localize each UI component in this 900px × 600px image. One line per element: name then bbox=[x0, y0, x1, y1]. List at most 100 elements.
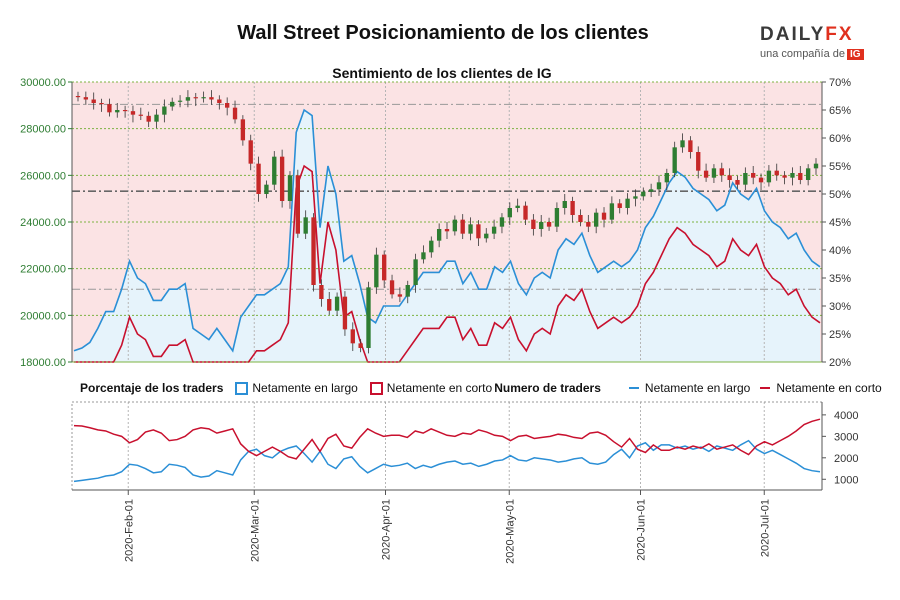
legend-long-line-icon bbox=[628, 387, 639, 389]
legend: Porcentaje de los traders Netamente en l… bbox=[80, 381, 882, 395]
candle-body bbox=[468, 224, 473, 234]
logo-brand-b: FX bbox=[825, 24, 854, 45]
candle-body bbox=[593, 212, 599, 227]
x-tick-label: 2020-Jul-01 bbox=[759, 499, 771, 557]
logo-brand-a: DAILY bbox=[760, 24, 826, 45]
candle-body bbox=[397, 294, 403, 297]
candle-body bbox=[382, 254, 387, 281]
candle-body bbox=[609, 203, 615, 220]
candle-body bbox=[185, 97, 191, 101]
legend-right-long: Netamente en largo bbox=[644, 381, 751, 395]
sub-right-tick-label: 3000 bbox=[834, 431, 858, 443]
x-tick-label: 2020-Apr-01 bbox=[381, 499, 393, 560]
candle-body bbox=[805, 168, 811, 180]
candle-body bbox=[641, 191, 646, 197]
sub-right-tick-label: 2000 bbox=[834, 453, 858, 465]
candle-body bbox=[452, 219, 458, 232]
right-tick-label: 55% bbox=[829, 161, 851, 173]
candle-body bbox=[99, 103, 104, 105]
candle-body bbox=[562, 201, 567, 208]
candle-body bbox=[287, 175, 293, 201]
legend-left-title: Porcentaje de los traders bbox=[80, 381, 224, 395]
right-tick-label: 65% bbox=[829, 105, 851, 117]
candle-body bbox=[83, 97, 89, 100]
legend-right-title: Numero de traders bbox=[494, 381, 601, 395]
candle-body bbox=[429, 240, 434, 253]
legend-left-short: Netamente en corto bbox=[386, 381, 493, 395]
right-tick-label: 35% bbox=[829, 273, 851, 285]
right-tick-label: 70% bbox=[829, 77, 851, 89]
sub-right-tick-label: 4000 bbox=[834, 410, 858, 422]
long-pct-line bbox=[73, 108, 821, 353]
candle-body bbox=[248, 140, 253, 164]
candle-body bbox=[688, 140, 693, 152]
legend-right-short: Netamente en corto bbox=[776, 381, 882, 395]
candle-body bbox=[201, 97, 206, 99]
candle-body bbox=[436, 229, 442, 241]
candle-body bbox=[507, 208, 512, 218]
candle-body bbox=[162, 106, 167, 115]
candle-body bbox=[539, 222, 544, 229]
candle-body bbox=[350, 329, 355, 344]
candle-body bbox=[224, 103, 230, 108]
candle-body bbox=[735, 180, 740, 185]
right-tick-label: 30% bbox=[829, 301, 851, 313]
candle-body bbox=[633, 196, 638, 199]
candle-body bbox=[444, 229, 450, 232]
long-area bbox=[74, 110, 820, 362]
candle-body bbox=[727, 175, 732, 180]
candle-body bbox=[460, 219, 465, 234]
x-tick-label: 2020-Feb-01 bbox=[123, 499, 135, 562]
candle-body bbox=[782, 175, 787, 178]
candle-body bbox=[648, 189, 654, 192]
left-tick-label: 30000.00 bbox=[20, 77, 66, 89]
right-tick-label: 40% bbox=[829, 245, 851, 257]
candle-body bbox=[491, 226, 497, 234]
candle-body bbox=[303, 217, 308, 234]
chart-title: Wall Street Posicionamiento de los clien… bbox=[237, 22, 649, 44]
legend-short-line-icon bbox=[760, 387, 771, 389]
dailyfx-logo: DAILYFX una compañía de IG bbox=[760, 24, 870, 60]
candle-body bbox=[405, 285, 410, 297]
candle-body bbox=[531, 219, 536, 229]
left-tick-label: 28000.00 bbox=[20, 124, 66, 136]
x-tick-label: 2020-Jun-01 bbox=[636, 499, 648, 561]
candle-body bbox=[319, 285, 324, 299]
candle-body bbox=[366, 287, 371, 348]
candle-body bbox=[170, 101, 175, 107]
candle-body bbox=[546, 222, 552, 227]
candle-body bbox=[758, 177, 764, 183]
sub-right-tick-label: 1000 bbox=[834, 474, 858, 486]
candle-body bbox=[374, 254, 379, 288]
candle-body bbox=[523, 205, 528, 220]
candle-body bbox=[554, 208, 560, 227]
candle-body bbox=[766, 170, 772, 183]
candle-body bbox=[476, 224, 481, 239]
right-tick-label: 60% bbox=[829, 133, 851, 145]
candle-body bbox=[421, 252, 426, 260]
candle-body bbox=[484, 233, 489, 239]
candle-body bbox=[672, 147, 677, 173]
left-tick-label: 18000.00 bbox=[20, 357, 66, 369]
candle-body bbox=[130, 111, 136, 115]
candle-body bbox=[680, 140, 685, 148]
candle-body bbox=[625, 198, 630, 208]
candle-body bbox=[154, 114, 159, 122]
traders-short-line bbox=[73, 418, 821, 460]
candle-body bbox=[334, 296, 340, 311]
candle-body bbox=[358, 343, 363, 348]
candle-body bbox=[232, 107, 238, 120]
right-tick-label: 45% bbox=[829, 217, 851, 229]
candle-body bbox=[499, 217, 505, 227]
left-tick-label: 26000.00 bbox=[20, 170, 66, 182]
candle-body bbox=[193, 97, 198, 99]
candle-body bbox=[91, 99, 96, 103]
logo-tagline: una compañía de bbox=[760, 48, 846, 60]
x-tick-label: 2020-May-01 bbox=[504, 499, 516, 564]
candle-body bbox=[389, 280, 395, 295]
candle-body bbox=[703, 170, 709, 178]
left-tick-label: 22000.00 bbox=[20, 264, 66, 276]
candle-body bbox=[272, 156, 277, 185]
candle-body bbox=[656, 182, 662, 190]
